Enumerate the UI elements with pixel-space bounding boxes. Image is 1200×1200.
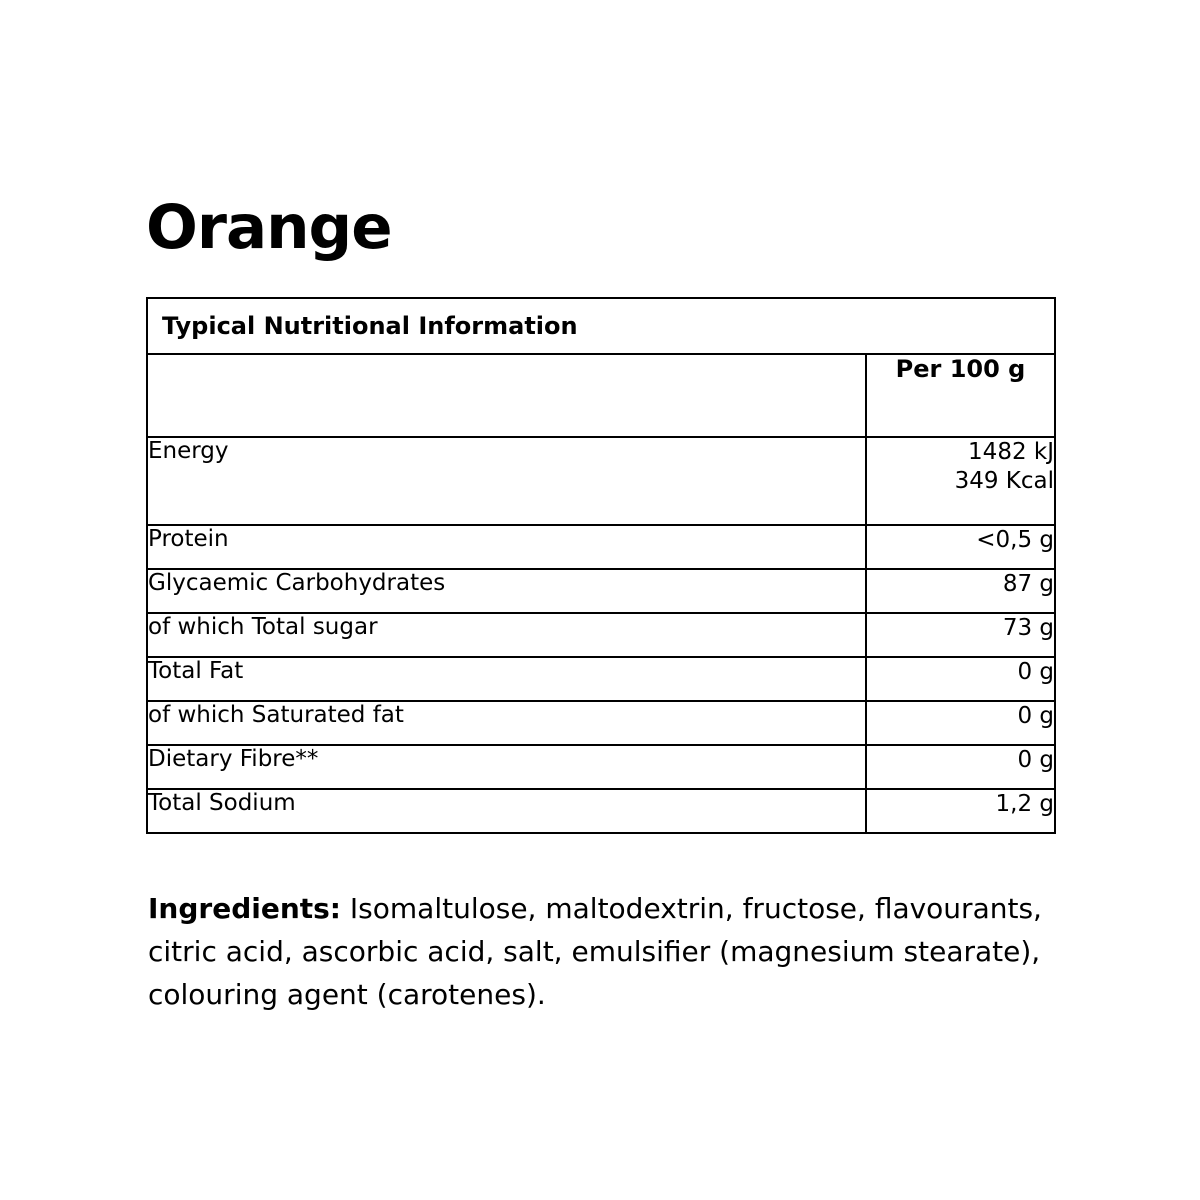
nutrient-value: 0 g <box>865 700 1056 746</box>
ingredients-line: Isomaltulose, maltodextrin, fructose, fl… <box>349 892 1042 925</box>
nutrient-row: Glycaemic Carbohydrates 87 g <box>146 568 1056 614</box>
nutrient-rows: Energy 1482 kJ 349 Kcal Protein <0,5 g Glyca… <box>146 436 1056 834</box>
nutrient-label: Glycaemic Carbohydrates <box>146 568 867 614</box>
table-header-row: Typical Nutritional Information <box>146 297 1056 355</box>
column-header-row: Per 100 g <box>146 353 1056 438</box>
nutrient-row: Total Fat 0 g <box>146 656 1056 702</box>
nutrition-table: Typical Nutritional Information Per 100 … <box>146 297 1056 834</box>
nutrient-value: 1482 kJ 349 Kcal <box>865 436 1056 526</box>
nutrient-value: 0 g <box>865 744 1056 790</box>
ingredients-line: citric acid, ascorbic acid, salt, emulsi… <box>148 935 1041 968</box>
nutrient-label: Protein <box>146 524 867 570</box>
nutrient-row: of which Saturated fat 0 g <box>146 700 1056 746</box>
nutrient-label: Dietary Fibre** <box>146 744 867 790</box>
nutrient-value: 1,2 g <box>865 788 1056 834</box>
ingredients-paragraph: Ingredients: Isomaltulose, maltodextrin,… <box>148 887 1138 1016</box>
nutrient-row: Energy 1482 kJ 349 Kcal <box>146 436 1056 526</box>
ingredients-line: colouring agent (carotenes). <box>148 978 546 1011</box>
nutrient-value: 73 g <box>865 612 1056 658</box>
ingredients-label: Ingredients: <box>148 892 342 925</box>
table-title: Typical Nutritional Information <box>146 297 1056 355</box>
nutrient-value: 87 g <box>865 568 1056 614</box>
nutrient-label: of which Saturated fat <box>146 700 867 746</box>
nutrient-row: of which Total sugar 73 g <box>146 612 1056 658</box>
nutrient-label: Total Sodium <box>146 788 867 834</box>
nutrient-row: Total Sodium 1,2 g <box>146 788 1056 834</box>
nutrient-label: Energy <box>146 436 867 526</box>
nutrient-value: 0 g <box>865 656 1056 702</box>
per-100g-column-header: Per 100 g <box>865 353 1056 438</box>
nutrient-value: <0,5 g <box>865 524 1056 570</box>
page-title: Orange <box>146 192 393 263</box>
empty-header-cell <box>146 353 867 438</box>
nutrient-row: Dietary Fibre** 0 g <box>146 744 1056 790</box>
nutrient-label: of which Total sugar <box>146 612 867 658</box>
nutrient-label: Total Fat <box>146 656 867 702</box>
nutrient-row: Protein <0,5 g <box>146 524 1056 570</box>
nutrition-table-container: Typical Nutritional Information Per 100 … <box>146 297 1056 834</box>
